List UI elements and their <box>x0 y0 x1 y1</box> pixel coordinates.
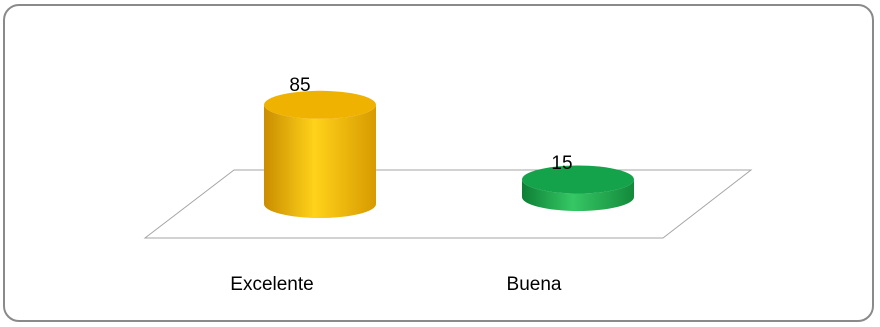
bar-buena <box>522 179 634 211</box>
floor-plane <box>143 169 753 239</box>
category-label-excelente: Excelente <box>230 274 313 295</box>
chart-frame <box>3 4 874 322</box>
bar-top-excelente <box>264 90 376 119</box>
data-label-buena: 15 <box>551 153 572 174</box>
bar-excelente <box>264 104 376 218</box>
category-label-buena: Buena <box>507 274 562 295</box>
bar-top-buena <box>522 165 634 194</box>
bars-group <box>264 90 634 218</box>
data-label-excelente: 85 <box>289 75 310 96</box>
